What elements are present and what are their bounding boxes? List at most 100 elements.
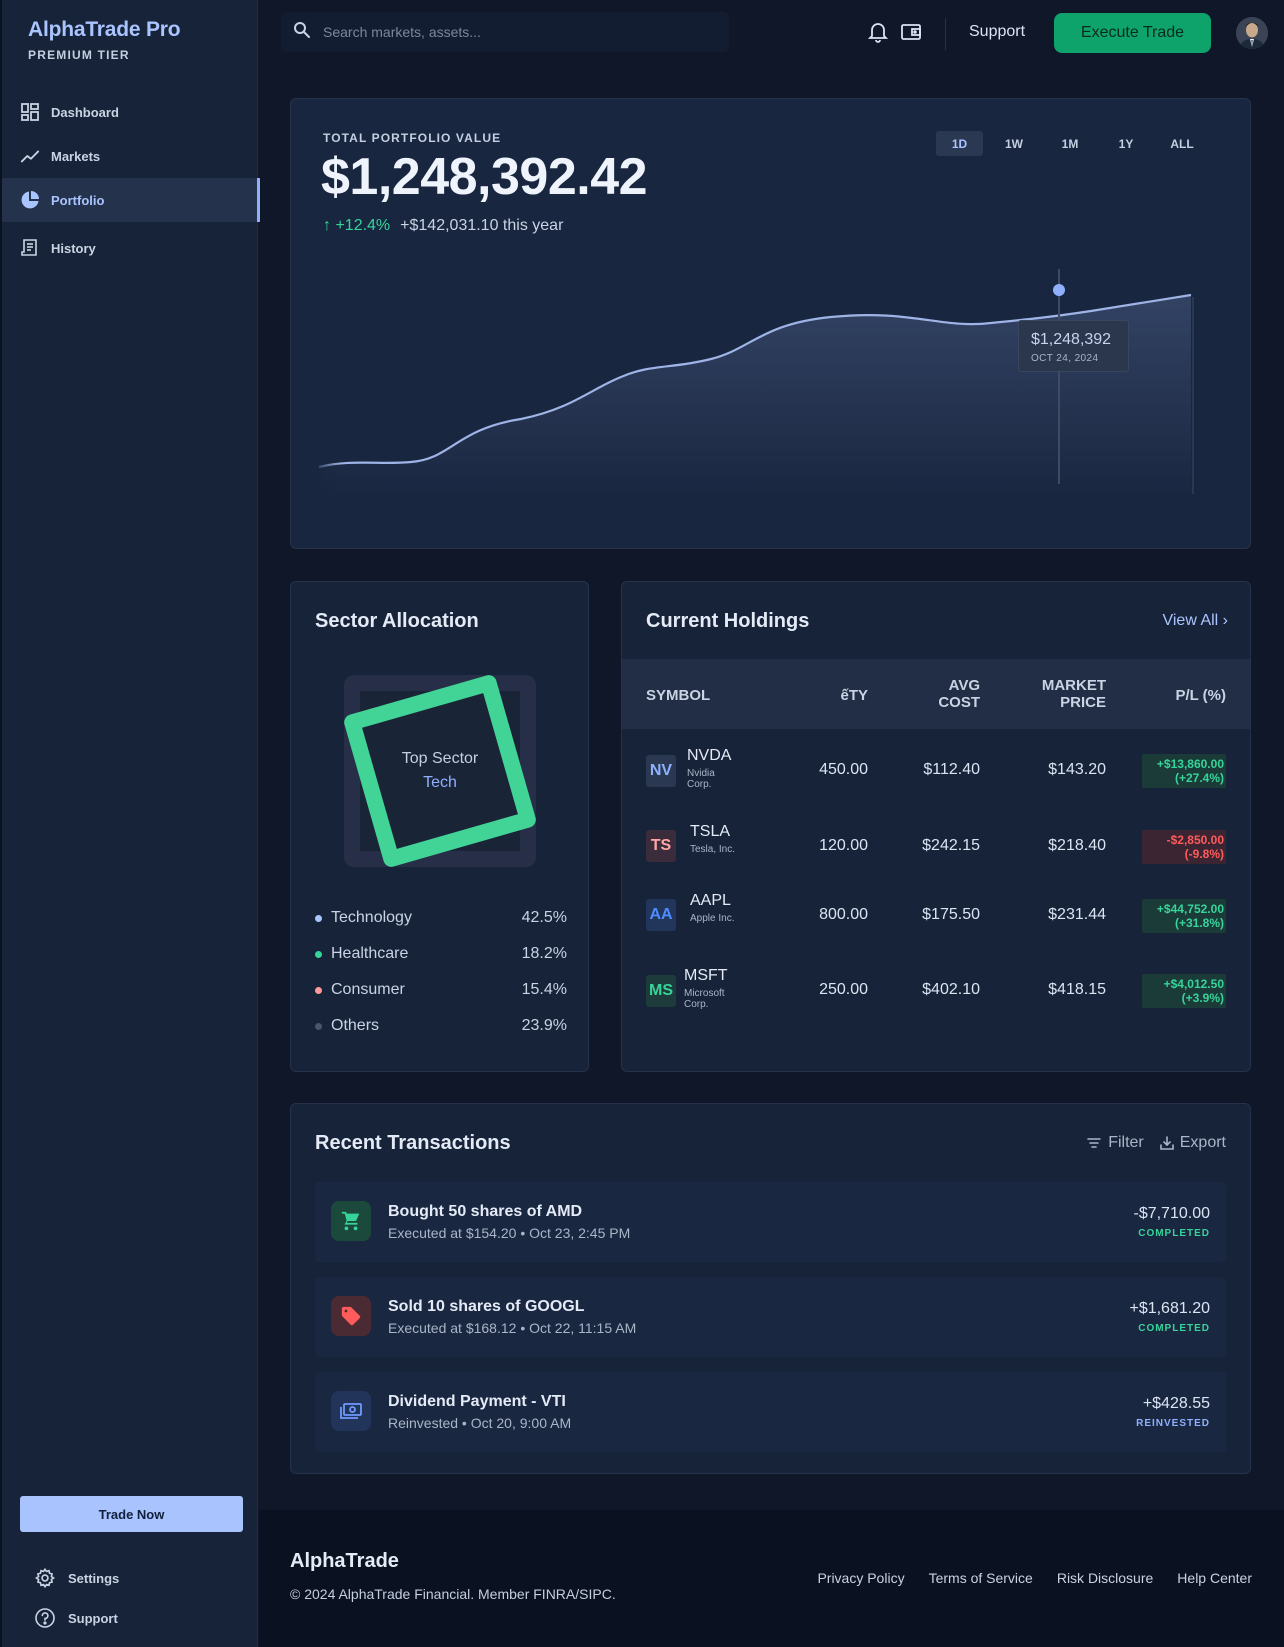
company-name-line1: Nvidia [687, 768, 715, 779]
privacy-policy-link[interactable]: Privacy Policy [817, 1570, 905, 1586]
settings-link[interactable]: Settings [34, 1558, 119, 1598]
cart-icon [331, 1201, 371, 1241]
sidebar-nav: Dashboard Markets Portfolio [2, 90, 260, 270]
avg-cost-cell: $112.40 [923, 761, 980, 778]
range-all[interactable]: ALL [1170, 136, 1194, 151]
sidebar-item-label: History [51, 240, 96, 256]
legend-item: Healthcare 18.2% [315, 936, 567, 972]
legend-name: Healthcare [331, 945, 409, 962]
transaction-subtitle: Reinvested • Oct 20, 9:00 AM [388, 1415, 572, 1431]
donut-center-label: Top Sector [401, 750, 479, 767]
price-cell: $231.44 [1048, 906, 1106, 923]
col-market-price[interactable]: MARKET PRICE [1002, 677, 1106, 711]
transactions-title: Recent Transactions [315, 1132, 511, 1154]
legend-dot [315, 914, 322, 922]
pl-badge: +$4,012.50 (+3.9%) [1142, 974, 1226, 1008]
brand-tier: PREMIUM TIER [28, 48, 130, 62]
filter-button[interactable]: Filter [1086, 1134, 1144, 1152]
cash-icon [331, 1391, 371, 1431]
export-button[interactable]: Export [1159, 1134, 1226, 1152]
transaction-subtitle: Executed at $168.12 • Oct 22, 11:15 AM [388, 1320, 637, 1336]
ticker: NVDA [687, 747, 732, 764]
transaction-amount: +$428.55 [1142, 1395, 1210, 1412]
execute-trade-button[interactable]: Execute Trade [1054, 13, 1211, 53]
filter-label: Filter [1108, 1134, 1144, 1151]
col-avg-cost-line1: AVG [948, 677, 980, 694]
table-row[interactable]: MS MSFT Microsoft Corp. 250.00 $402.10 $… [622, 957, 1250, 1027]
sidebar-item-dashboard[interactable]: Dashboard [2, 90, 260, 134]
avatar[interactable] [1236, 17, 1268, 49]
pl-pct: (-9.8%) [1184, 847, 1224, 861]
holdings-table-header: SYMBOL ếTY AVG COST MARKET PRICE P/L (%) [622, 659, 1250, 729]
sidebar-item-markets[interactable]: Markets [2, 134, 260, 178]
ticker: MSFT [684, 967, 728, 984]
table-row[interactable]: AA AAPL Apple Inc. 800.00 $175.50 $231.4… [622, 882, 1250, 952]
pie-chart-icon [20, 190, 40, 210]
avg-cost-cell: $175.50 [922, 906, 980, 923]
sidebar-item-portfolio[interactable]: Portfolio [2, 178, 260, 222]
footer-links: Privacy Policy Terms of Service Risk Dis… [793, 1570, 1252, 1586]
transaction-status: COMPLETED [1138, 1228, 1210, 1239]
company-name: Microsoft Corp. [684, 988, 725, 1010]
holdings-title: Current Holdings [646, 610, 810, 632]
sector-allocation-card: Sector Allocation Top Sector Tech Techno… [290, 581, 589, 1072]
col-avg-cost[interactable]: AVG COST [888, 677, 980, 711]
sector-donut-chart[interactable]: Top Sector Tech [344, 675, 536, 867]
dashboard-icon [20, 102, 40, 122]
support-link[interactable]: Support [969, 23, 1026, 40]
legend-dot [315, 950, 322, 958]
search-input[interactable] [323, 24, 713, 40]
transaction-row[interactable]: Dividend Payment - VTI Reinvested • Oct … [315, 1372, 1226, 1452]
legend-dot [315, 986, 322, 994]
view-all-link[interactable]: View All › [1162, 612, 1228, 629]
qty-cell: 450.00 [819, 761, 868, 778]
search-bar[interactable] [281, 12, 729, 52]
sidebar: AlphaTrade Pro PREMIUM TIER Dashboard Ma… [0, 0, 260, 1647]
range-1y[interactable]: 1Y [1118, 136, 1134, 151]
donut-center: Top Sector Tech [344, 675, 536, 867]
support-link-sidebar[interactable]: Support [34, 1598, 119, 1638]
legend-dot [315, 1022, 322, 1030]
legend-pct: 23.9% [521, 1017, 567, 1034]
portfolio-line-chart[interactable] [291, 269, 1252, 549]
terms-link[interactable]: Terms of Service [928, 1570, 1033, 1586]
help-center-link[interactable]: Help Center [1177, 1570, 1252, 1586]
trade-now-button[interactable]: Trade Now [20, 1496, 243, 1532]
range-1w[interactable]: 1W [1005, 136, 1023, 151]
transaction-amount: -$7,710.00 [1133, 1205, 1210, 1222]
col-symbol[interactable]: SYMBOL [646, 687, 711, 704]
company-name-line2: Corp. [687, 779, 712, 790]
portfolio-value-label: TOTAL PORTFOLIO VALUE [323, 131, 502, 145]
transaction-row[interactable]: Sold 10 shares of GOOGL Executed at $168… [315, 1277, 1226, 1357]
sidebar-item-history[interactable]: History [2, 226, 260, 270]
legend-item: Technology 42.5% [315, 900, 567, 936]
tooltip-value: $1,248,392 [1031, 331, 1112, 348]
donut-center-value: Tech [423, 774, 457, 791]
qty-cell: 800.00 [819, 906, 868, 923]
transaction-subtitle: Executed at $154.20 • Oct 23, 2:45 PM [388, 1225, 631, 1241]
risk-disclosure-link[interactable]: Risk Disclosure [1056, 1570, 1154, 1586]
chart-area [319, 295, 1191, 499]
transaction-status: COMPLETED [1138, 1323, 1210, 1334]
range-1m[interactable]: 1M [1061, 136, 1079, 151]
brand-name: AlphaTrade Pro [28, 18, 181, 41]
col-qty[interactable]: ếTY [840, 687, 868, 704]
current-holdings-card: Current Holdings View All › SYMBOL ếTY A… [621, 581, 1251, 1072]
range-1d[interactable]: 1D [936, 131, 983, 156]
table-row[interactable]: TS TSLA Tesla, Inc. 120.00 $242.15 $218.… [622, 813, 1250, 883]
tooltip-date: OCT 24, 2024 [1031, 353, 1099, 364]
pl-badge: +$44,752.00 (+31.8%) [1142, 899, 1226, 933]
transaction-row[interactable]: Bought 50 shares of AMD Executed at $154… [315, 1182, 1226, 1262]
portfolio-value-card: TOTAL PORTFOLIO VALUE $1,248,392.42 ↑ +1… [290, 98, 1251, 549]
wallet-icon[interactable] [899, 20, 923, 44]
company-name: Apple Inc. [690, 913, 734, 924]
range-selector: 1D 1W 1M 1Y ALL [936, 131, 1210, 156]
bell-icon[interactable] [866, 20, 890, 44]
portfolio-value: $1,248,392.42 [321, 148, 648, 206]
price-cell: $218.40 [1048, 837, 1106, 854]
transaction-status: REINVESTED [1136, 1418, 1210, 1429]
table-row[interactable]: NV NVDA Nvidia Corp. 450.00 $112.40 $143… [622, 737, 1250, 807]
sector-donut-graphic [344, 675, 536, 867]
qty-cell: 120.00 [819, 837, 868, 854]
col-pl[interactable]: P/L (%) [1175, 687, 1226, 704]
